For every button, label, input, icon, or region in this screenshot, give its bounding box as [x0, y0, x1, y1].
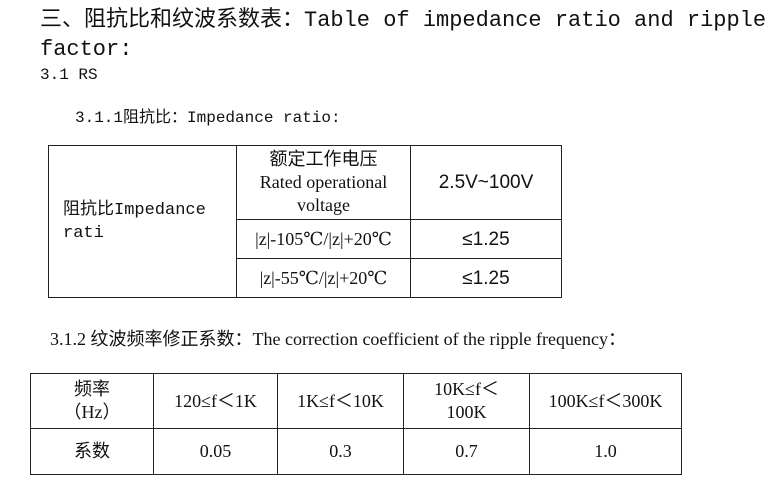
header-cell: 100K≤f＜300K: [529, 373, 682, 429]
cell: 0.05: [153, 428, 278, 475]
cell: ≤1.25: [410, 219, 562, 259]
cell-text: 频率（Hz）: [63, 379, 121, 422]
subsection-title: 3.1.2 纹波频率修正系数：The correction coefficien…: [50, 329, 626, 349]
subsection-title: 3.1.1阻抗比：Impedance ratio:: [75, 109, 341, 127]
cell: |z|-55℃/|z|+20℃: [236, 258, 411, 298]
header-cn: 额定工作电压: [269, 149, 378, 169]
cell-text: 10K≤f＜100K: [434, 379, 499, 422]
cell: 0.3: [277, 428, 404, 475]
header-cell: 10K≤f＜100K: [403, 373, 530, 429]
header-en: Rated operational voltage: [259, 172, 388, 215]
section-title: 3.1 RS: [40, 66, 98, 84]
ripple-table: 频率（Hz） 120≤f＜1K 1K≤f＜10K 10K≤f＜100K 100K…: [30, 373, 682, 475]
heading: 三、阻抗比和纹波系数表：Table of impedance ratio and…: [40, 8, 767, 62]
cell: 1.0: [529, 428, 682, 475]
cell: |z|-105℃/|z|+20℃: [236, 219, 411, 259]
cell: 0.7: [403, 428, 530, 475]
cell: ≤1.25: [410, 258, 562, 298]
header-cell: 2.5V~100V: [410, 145, 562, 220]
header-cell: 120≤f＜1K: [153, 373, 278, 429]
impedance-table: 阻抗比Impedance rati 额定工作电压 Rated operationa…: [48, 145, 562, 298]
header-cell: 额定工作电压 Rated operational voltage: [236, 145, 411, 220]
header-cell: 频率（Hz）: [30, 373, 154, 429]
row-label: 阻抗比Impedance rati: [48, 145, 237, 298]
cell: 系数: [30, 428, 154, 475]
header-cell: 1K≤f＜10K: [277, 373, 404, 429]
